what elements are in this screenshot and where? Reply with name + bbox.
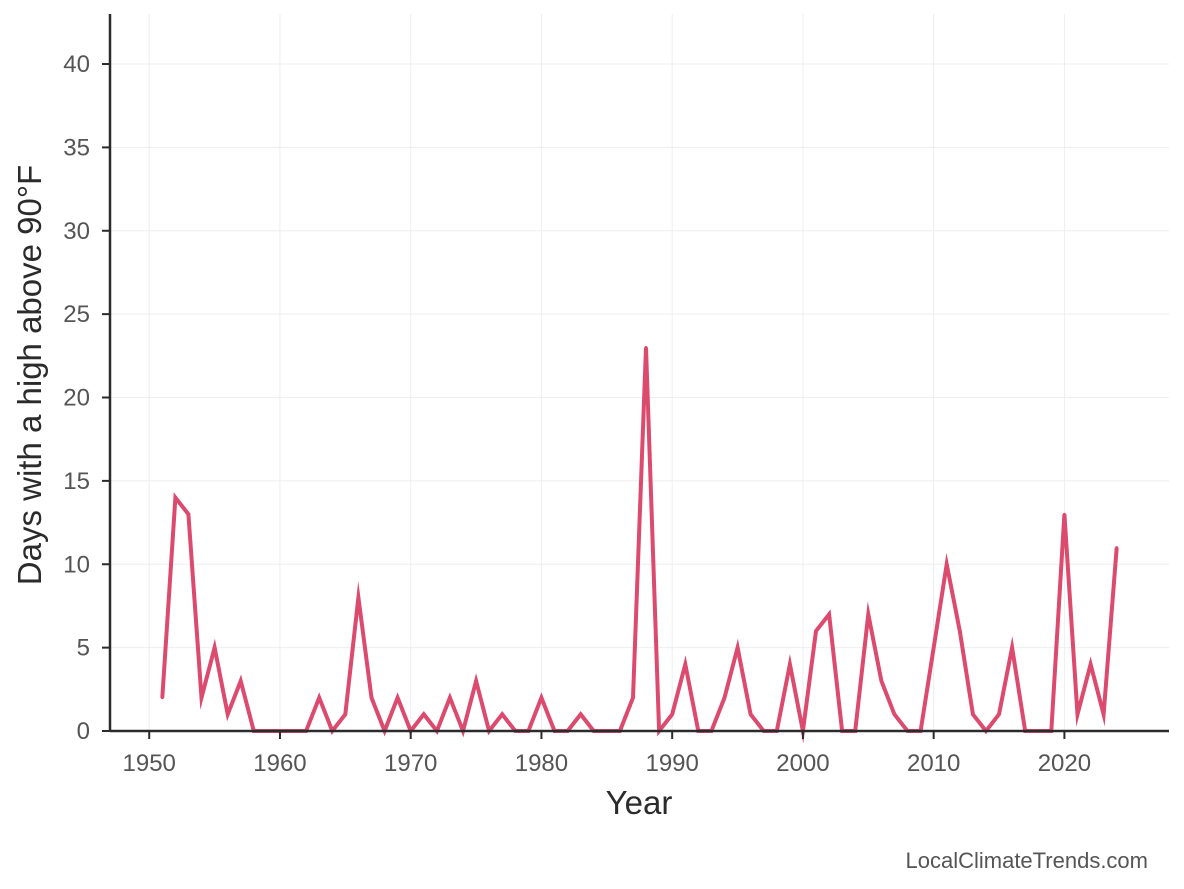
data-point — [422, 712, 426, 716]
x-tick-label: 1950 — [123, 750, 176, 777]
data-point — [958, 629, 962, 633]
data-point — [239, 679, 243, 683]
data-point — [945, 562, 949, 566]
y-tick-label: 40 — [63, 51, 90, 78]
data-point — [474, 679, 478, 683]
data-point — [160, 696, 164, 700]
data-point — [631, 696, 635, 700]
data-point — [1076, 712, 1079, 716]
y-tick-label: 30 — [63, 218, 90, 245]
data-point — [213, 646, 217, 650]
watermark-text: LocalClimateTrends.com — [905, 848, 1149, 873]
data-point — [1062, 512, 1066, 516]
data-point — [788, 662, 792, 666]
y-tick-label: 0 — [77, 718, 90, 745]
x-tick-label: 1970 — [384, 750, 437, 777]
data-point — [866, 612, 870, 616]
x-tick-label: 2010 — [907, 750, 960, 777]
data-point — [226, 712, 230, 716]
x-tick-label: 1980 — [515, 750, 568, 777]
data-point — [1102, 712, 1106, 716]
data-point — [736, 646, 740, 650]
data-point — [670, 712, 674, 716]
x-tick-label: 1990 — [645, 750, 698, 777]
x-ticks: 1950 1960 1970 1980 1990 2000 2010 2020 — [123, 731, 1091, 777]
data-point — [1010, 646, 1014, 650]
data-point — [723, 696, 726, 700]
axes — [108, 14, 1169, 733]
data-point — [997, 712, 1001, 716]
data-point — [1115, 546, 1119, 550]
y-tick-label: 5 — [77, 635, 90, 662]
data-point — [932, 646, 936, 650]
data-point — [186, 512, 190, 516]
data-point — [539, 696, 543, 700]
data-point — [579, 712, 583, 716]
y-tick-label: 10 — [63, 551, 90, 578]
y-tick-label: 20 — [63, 385, 90, 412]
y-tick-label: 15 — [63, 468, 90, 495]
series-layer — [160, 346, 1119, 744]
series-line — [160, 347, 1119, 744]
x-axis-title: Year — [606, 784, 673, 821]
data-point — [644, 346, 648, 349]
data-point — [827, 612, 831, 616]
y-ticks: 0 5 10 15 20 25 30 35 40 — [63, 51, 110, 745]
data-point — [1089, 662, 1093, 666]
x-tick-label: 2020 — [1038, 750, 1091, 777]
data-point — [879, 679, 883, 683]
data-point — [892, 712, 896, 716]
grid-lines — [110, 14, 1169, 731]
data-point — [683, 662, 687, 666]
x-tick-label: 2000 — [776, 750, 829, 777]
data-point — [749, 712, 753, 716]
data-point — [173, 496, 177, 500]
data-point — [343, 712, 347, 716]
data-point — [448, 696, 452, 700]
data-point — [356, 596, 360, 600]
y-tick-label: 25 — [63, 301, 90, 328]
y-axis-title: Days with a high above 90°F — [11, 165, 48, 585]
x-tick-label: 1960 — [253, 750, 306, 777]
data-point — [500, 712, 504, 716]
data-point — [814, 629, 818, 633]
data-point — [317, 696, 321, 700]
data-point — [396, 696, 400, 700]
data-point — [971, 712, 975, 716]
data-point — [370, 696, 373, 700]
data-point — [200, 696, 203, 700]
y-tick-label: 35 — [63, 134, 90, 161]
